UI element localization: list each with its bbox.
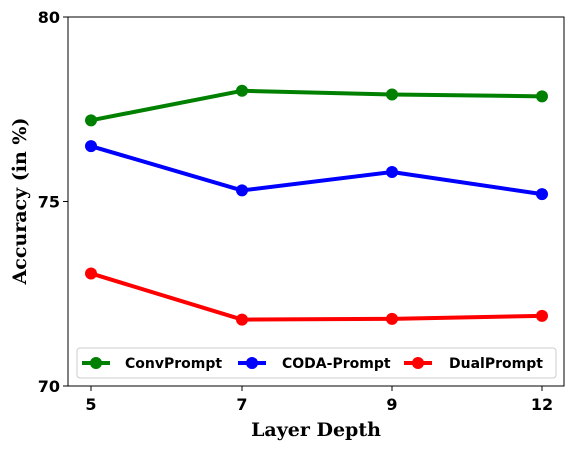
x-tick-label: 9 — [386, 395, 397, 414]
data-point — [85, 114, 97, 127]
data-point — [85, 140, 97, 153]
x-tick-label: 12 — [531, 395, 553, 414]
legend-entry: ConvPrompt — [82, 356, 222, 372]
data-point — [236, 313, 248, 326]
data-point — [85, 267, 97, 280]
series-dualprompt — [85, 267, 548, 326]
x-axis-ticks: 5 7 9 12 — [85, 386, 553, 414]
data-point — [236, 84, 248, 97]
data-point — [536, 90, 548, 103]
legend-swatch-marker — [90, 357, 102, 369]
x-tick-label: 7 — [236, 395, 247, 414]
legend-box — [76, 347, 557, 379]
legend-label: CODA-Prompt — [282, 356, 391, 372]
data-point — [386, 165, 398, 178]
data-point — [536, 188, 548, 201]
data-point — [536, 309, 548, 322]
series-line — [90, 144, 543, 197]
legend-label: DualPrompt — [449, 356, 543, 372]
series-convprompt — [85, 84, 548, 127]
x-tick-label: 5 — [85, 395, 96, 414]
legend-entry: CODA-Prompt — [238, 356, 391, 372]
series-line — [90, 271, 543, 322]
data-point — [386, 88, 398, 101]
series-coda-prompt — [85, 140, 548, 201]
plot-frame — [67, 16, 565, 387]
y-axis-label: Accuracy (in %) — [9, 118, 31, 286]
y-tick-label: 80 — [38, 8, 60, 27]
plot-border — [67, 16, 565, 387]
y-tick-label: 70 — [38, 377, 60, 396]
legend-entry: DualPrompt — [404, 356, 543, 372]
legend-swatch-marker — [412, 357, 424, 369]
x-axis-label: Layer Depth — [251, 419, 381, 441]
data-point — [386, 312, 398, 325]
data-point — [236, 184, 248, 197]
series-line — [90, 88, 543, 123]
legend: ConvPrompt CODA-Prompt DualPrompt — [76, 347, 557, 379]
legend-label: ConvPrompt — [125, 356, 222, 372]
legend-swatch-marker — [246, 357, 258, 369]
series-layer — [85, 84, 548, 326]
y-tick-label: 75 — [38, 193, 60, 212]
y-axis-ticks: 70 75 80 — [38, 8, 68, 396]
